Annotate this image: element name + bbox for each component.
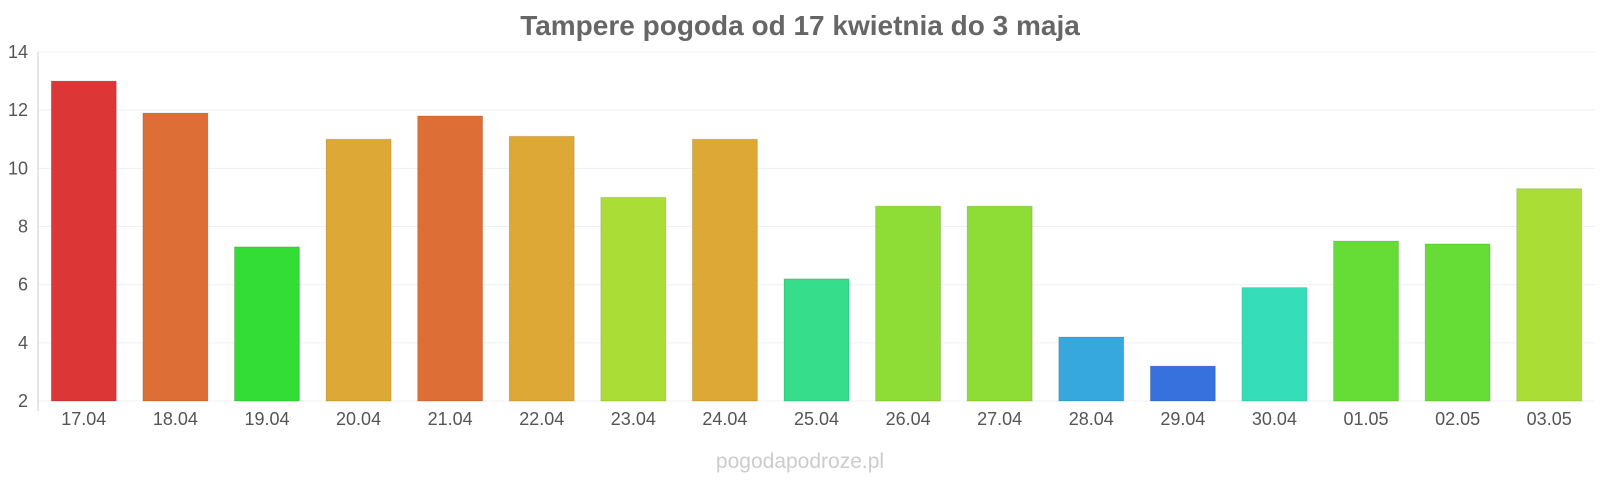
bar bbox=[691, 138, 758, 402]
x-tick-label: 26.04 bbox=[886, 409, 931, 429]
x-tick-label: 03.05 bbox=[1527, 409, 1572, 429]
x-tick-label: 30.04 bbox=[1252, 409, 1297, 429]
bar bbox=[966, 205, 1033, 402]
x-tick-label: 01.05 bbox=[1344, 409, 1389, 429]
y-tick-label: 12 bbox=[8, 100, 28, 120]
bar bbox=[1149, 365, 1216, 402]
x-tick-label: 25.04 bbox=[794, 409, 839, 429]
bar bbox=[783, 278, 850, 402]
y-tick-label: 10 bbox=[8, 158, 28, 178]
bar bbox=[1516, 188, 1583, 402]
x-tick-label: 23.04 bbox=[611, 409, 656, 429]
bar bbox=[142, 112, 209, 402]
watermark: pogodapodroze.pl bbox=[715, 450, 885, 473]
x-tick-label: 20.04 bbox=[336, 409, 381, 429]
y-tick-label: 8 bbox=[18, 217, 28, 237]
y-tick-label: 6 bbox=[18, 275, 28, 295]
bar bbox=[1241, 287, 1308, 402]
x-tick-label: 02.05 bbox=[1435, 409, 1480, 429]
bar bbox=[233, 246, 300, 402]
bar bbox=[1058, 336, 1125, 402]
y-tick-labels: 2 4 6 8 10 12 14 bbox=[8, 42, 28, 411]
bar bbox=[50, 80, 117, 402]
x-tick-label: 18.04 bbox=[153, 409, 198, 429]
bar bbox=[325, 138, 392, 402]
bar bbox=[508, 135, 575, 402]
bar bbox=[417, 115, 484, 402]
x-tick-label: 29.04 bbox=[1160, 409, 1205, 429]
x-tick-label: 17.04 bbox=[61, 409, 106, 429]
bar bbox=[1424, 243, 1491, 402]
x-tick-label: 21.04 bbox=[428, 409, 473, 429]
x-tick-label: 24.04 bbox=[702, 409, 747, 429]
x-tick-label: 19.04 bbox=[244, 409, 289, 429]
y-tick-label: 14 bbox=[8, 42, 28, 62]
chart-title: Tampere pogoda od 17 kwietnia do 3 maja bbox=[520, 10, 1080, 41]
bars bbox=[50, 80, 1583, 402]
bar bbox=[1333, 240, 1400, 402]
y-tick-label: 4 bbox=[18, 333, 28, 353]
y-tick-label: 2 bbox=[18, 391, 28, 411]
x-tick-label: 28.04 bbox=[1069, 409, 1114, 429]
x-tick-label: 27.04 bbox=[977, 409, 1022, 429]
x-tick-labels: 17.04 18.04 19.04 20.04 21.04 22.04 23.04 24.04… bbox=[61, 409, 1571, 429]
x-tick-label: 22.04 bbox=[519, 409, 564, 429]
bar bbox=[600, 196, 667, 402]
bar bbox=[875, 205, 942, 402]
